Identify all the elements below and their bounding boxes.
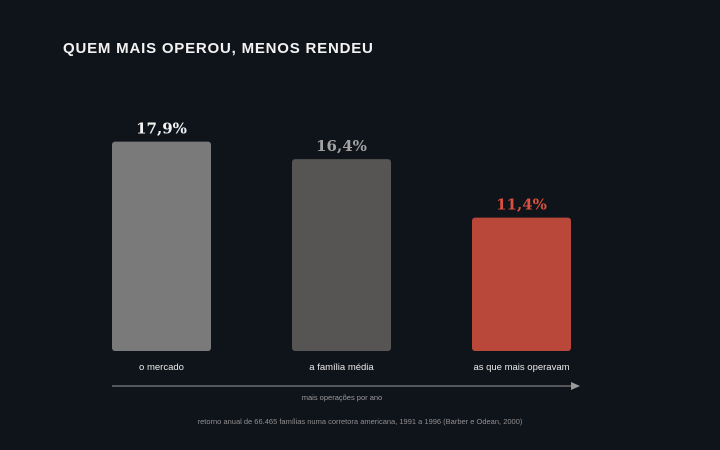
category-label-2: a família média [309, 362, 374, 373]
category-label-3: as que mais operavam [473, 362, 569, 373]
category-label-1: o mercado [139, 362, 184, 373]
value-label-3: 11,4% [496, 196, 547, 214]
bar-3 [472, 217, 571, 351]
bar-2 [292, 159, 391, 351]
x-axis-label: mais operações por ano [302, 393, 382, 402]
value-label-2: 16,4% [316, 137, 367, 155]
arrow-head-icon [571, 382, 580, 390]
x-axis-arrow [112, 382, 580, 390]
source-note: retorno anual de 66.465 famílias numa co… [197, 417, 523, 426]
chart-title: QUEM MAIS OPEROU, MENOS RENDEU [63, 40, 374, 57]
labels-layer: 17,9% o mercado 16,4% a família média 11,4% a… [136, 120, 570, 373]
value-label-1: 17,9% [136, 120, 187, 138]
bar-1 [112, 141, 211, 351]
bars-layer [112, 141, 571, 351]
